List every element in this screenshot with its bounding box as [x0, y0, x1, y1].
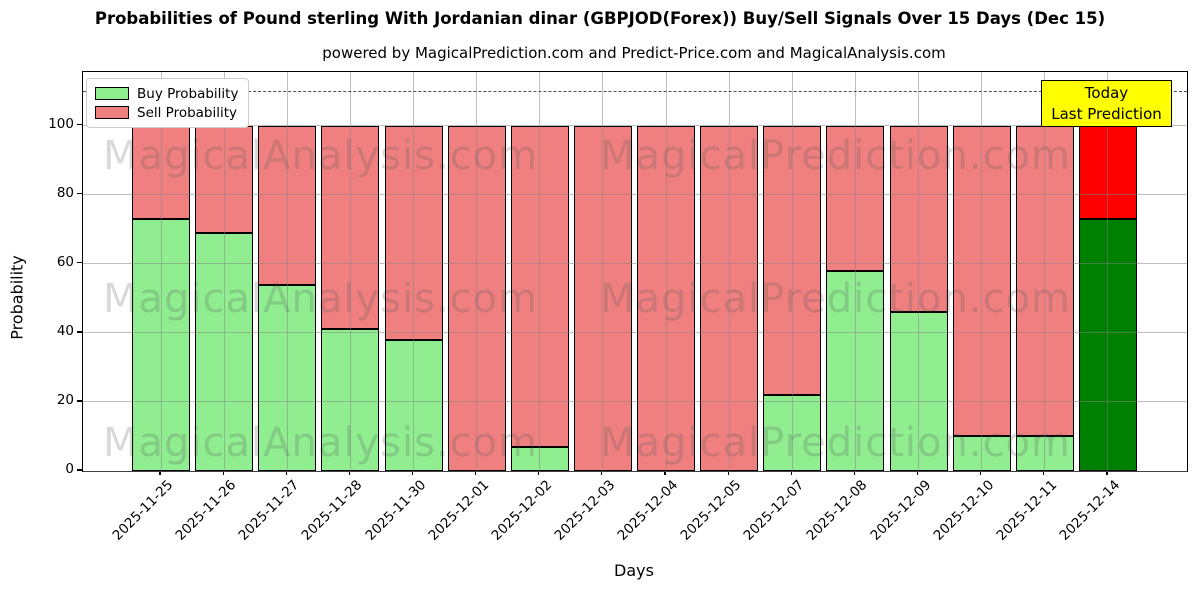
y-tick-label: 100 [48, 115, 74, 132]
x-tick-mark [411, 470, 414, 475]
x-tick-mark [1106, 470, 1108, 475]
y-gridline [83, 401, 1187, 403]
x-gridline [476, 72, 478, 471]
x-gridline [160, 72, 162, 471]
x-tick-mark [727, 470, 729, 475]
annotation-line2: Last Prediction [1051, 104, 1162, 123]
y-gridline [83, 263, 1187, 265]
y-tick-label: 0 [65, 461, 74, 477]
x-gridline [223, 72, 225, 471]
x-axis-label: Days [614, 561, 654, 580]
y-tick-label: 80 [56, 184, 74, 201]
x-tick-mark [1043, 470, 1045, 475]
x-gridline [602, 72, 604, 471]
x-tick-mark [980, 470, 982, 475]
x-gridline [286, 72, 288, 471]
dashed-threshold-line [83, 91, 1187, 93]
y-gridline [83, 470, 1187, 472]
legend-label-buy: Buy Probability [137, 85, 239, 102]
x-gridline [665, 72, 667, 471]
x-tick-mark [601, 470, 603, 475]
chart-subtitle: powered by MagicalPrediction.com and Pre… [322, 44, 946, 62]
x-gridline [539, 72, 541, 471]
y-gridline [83, 194, 1187, 196]
x-tick-mark [916, 470, 919, 475]
x-tick-mark [222, 470, 224, 475]
x-gridline [728, 72, 730, 471]
y-tick-mark [77, 469, 82, 471]
x-gridline [413, 72, 415, 471]
y-tick-mark [77, 193, 82, 195]
x-gridline [1044, 72, 1046, 471]
legend-item-buy: Buy Probability [95, 84, 238, 103]
annotation-line1: Today [1084, 83, 1129, 102]
x-tick-mark [348, 470, 350, 475]
y-tick-label: 40 [56, 322, 74, 339]
y-tick-label: 60 [56, 253, 74, 270]
y-tick-mark [77, 124, 82, 126]
legend-label-sell: Sell Probability [137, 104, 238, 121]
legend-item-sell: Sell Probability [95, 103, 238, 122]
sell-swatch-icon [95, 106, 129, 119]
buy-swatch-icon [95, 87, 129, 100]
y-tick-mark [77, 400, 82, 402]
today-annotation: Today Last Prediction [1041, 80, 1172, 127]
y-tick-mark [77, 331, 82, 333]
y-tick-label: 20 [56, 391, 74, 408]
x-tick-mark [790, 470, 792, 475]
y-gridline [83, 332, 1187, 334]
x-tick-mark [475, 470, 477, 475]
x-gridline [981, 72, 983, 471]
chart-title: Probabilities of Pound sterling With Jor… [94, 9, 1106, 28]
x-gridline [1107, 72, 1109, 471]
y-gridline [83, 125, 1187, 127]
x-gridline [349, 72, 351, 471]
x-tick-mark [664, 470, 666, 475]
x-gridline [854, 72, 856, 471]
x-tick-mark [285, 470, 287, 475]
plot-area [82, 71, 1188, 472]
x-gridline [918, 72, 920, 471]
x-gridline [791, 72, 793, 471]
x-tick-mark [853, 470, 856, 475]
y-tick-mark [77, 262, 82, 264]
x-tick-mark [538, 470, 540, 475]
x-tick-mark [159, 470, 161, 475]
legend: Buy Probability Sell Probability [86, 78, 250, 128]
